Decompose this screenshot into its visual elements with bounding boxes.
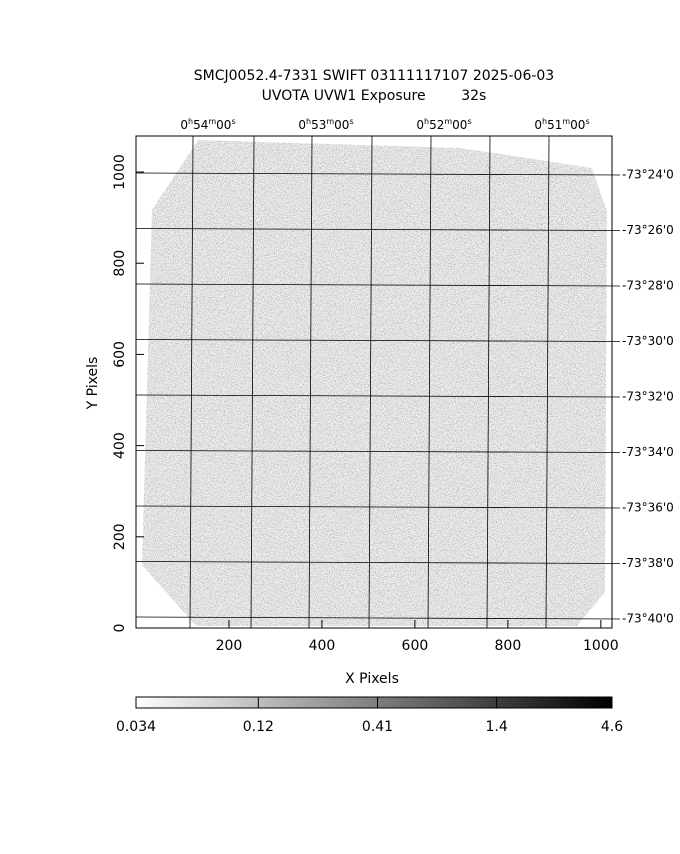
y-tick-label: 200 xyxy=(112,523,128,550)
dec-grid-line xyxy=(135,616,621,620)
title: SMCJ0052.4-7331 SWIFT 03111117107 2025-0… xyxy=(194,68,554,84)
ra-grid-line xyxy=(427,135,432,629)
ra-label-part: s xyxy=(349,117,353,126)
dec-grid-line xyxy=(135,172,621,176)
ra-grid-line xyxy=(308,135,313,629)
ra-label-part: 54 xyxy=(193,118,208,132)
colorbar-tick-label: 0.034 xyxy=(116,719,156,735)
dec-label: -73°36'0 xyxy=(622,501,674,515)
x-tick-label: 1000 xyxy=(583,638,619,654)
dec-label: -73°34'0 xyxy=(622,445,674,459)
ra-label-part: 00 xyxy=(570,118,585,132)
dec-label: -73°40'0 xyxy=(622,612,674,626)
dec-label: -73°38'0 xyxy=(622,556,674,570)
dec-grid-line xyxy=(135,505,621,509)
ra-label-part: h xyxy=(424,117,429,126)
ra-grid-line xyxy=(250,135,255,629)
ra-grid-line xyxy=(486,135,491,629)
ra-grid-line xyxy=(545,135,550,629)
ra-grid-line xyxy=(189,135,194,629)
x-tick-label: 800 xyxy=(495,638,522,654)
ra-label-part: s xyxy=(585,117,589,126)
y-tick-label: 600 xyxy=(112,341,128,368)
y-axis-label: Y Pixels xyxy=(85,357,101,411)
x-tick-label: 600 xyxy=(402,638,429,654)
ra-label-part: 53 xyxy=(311,118,326,132)
ra-label-part: 0 xyxy=(534,118,542,132)
ra-label-part: 0 xyxy=(298,118,306,132)
dec-label: -73°30'0 xyxy=(622,334,674,348)
ra-label-part: 00 xyxy=(216,118,231,132)
ra-label-part: h xyxy=(542,117,547,126)
dec-grid-line xyxy=(135,228,621,231)
x-tick-label: 200 xyxy=(216,638,243,654)
ra-label-part: m xyxy=(208,117,216,126)
plot-frame xyxy=(135,135,613,629)
dec-label: -73°32'0 xyxy=(622,390,674,404)
ra-label-part: 0 xyxy=(180,118,188,132)
colorbar-tick-label: 0.12 xyxy=(243,719,274,735)
ra-grid-line xyxy=(368,135,373,629)
ra-label-part: m xyxy=(562,117,570,126)
y-tick-label: 1000 xyxy=(112,154,128,190)
colorbar-tick-label: 0.41 xyxy=(362,719,393,735)
dec-label: -73°24'0 xyxy=(622,168,674,182)
ra-label: 0h51m00s xyxy=(534,117,589,132)
y-tick-label: 400 xyxy=(112,432,128,459)
ra-label-part: 0 xyxy=(416,118,424,132)
ra-label: 0h53m00s xyxy=(298,117,353,132)
ra-label-part: 51 xyxy=(547,118,562,132)
dec-grid-line xyxy=(135,339,621,342)
dec-grid-line xyxy=(135,394,621,398)
subtitle: UVOTA UVW1 Exposure 32s xyxy=(262,88,487,104)
ra-label-part: 00 xyxy=(452,118,467,132)
ra-label: 0h52m00s xyxy=(416,117,471,132)
dec-grid-line xyxy=(135,283,621,287)
colorbar-tick-label: 4.6 xyxy=(601,719,623,735)
x-tick-label: 400 xyxy=(309,638,336,654)
x-axis-label: X Pixels xyxy=(345,671,399,687)
ra-label-part: 00 xyxy=(334,118,349,132)
colorbar xyxy=(135,696,613,709)
dec-grid-line xyxy=(135,561,621,564)
ra-label-part: h xyxy=(306,117,311,126)
dec-label: -73°28'0 xyxy=(622,279,674,293)
ra-label: 0h54m00s xyxy=(180,117,235,132)
ra-label-part: 52 xyxy=(429,118,444,132)
dec-label: -73°26'0 xyxy=(622,223,674,237)
ra-label-part: s xyxy=(231,117,235,126)
colorbar-tick-label: 1.4 xyxy=(485,719,507,735)
y-tick-label: 0 xyxy=(112,624,128,633)
ra-label-part: m xyxy=(326,117,334,126)
sky-image xyxy=(142,140,607,626)
ra-label-part: h xyxy=(188,117,193,126)
dec-grid-line xyxy=(135,450,621,453)
y-tick-label: 800 xyxy=(112,250,128,277)
ra-label-part: s xyxy=(467,117,471,126)
ra-label-part: m xyxy=(444,117,452,126)
